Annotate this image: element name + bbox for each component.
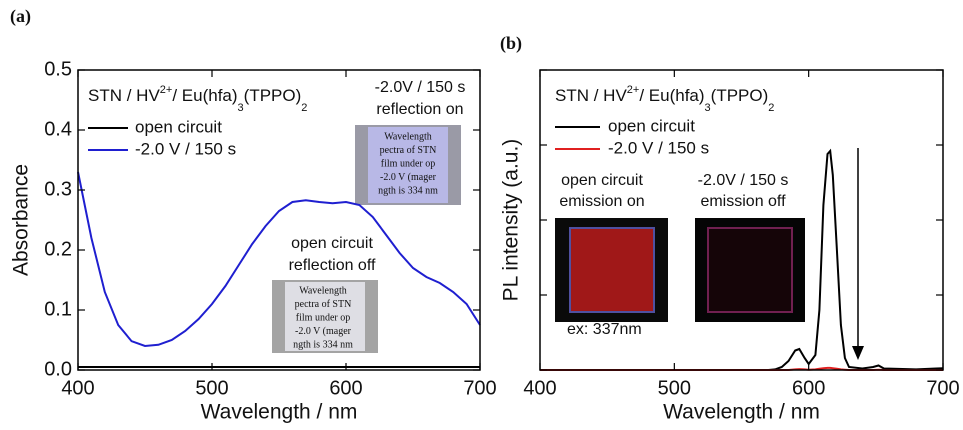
annotation: ex: 337nm	[567, 321, 642, 338]
legend-title-part: (TPPO)	[711, 86, 769, 105]
legend-title-part: 2+	[160, 84, 173, 96]
inset-text: -2.0 V (mager	[380, 172, 437, 183]
x-tick-label: 500	[195, 377, 228, 399]
legend-title-part: 2+	[627, 84, 640, 96]
inset-text: Wavelength	[299, 285, 347, 296]
annotation: emission off	[700, 193, 786, 210]
y-tick-label: 0.1	[44, 298, 72, 320]
legend-label: open circuit	[135, 117, 222, 136]
x-tick-label: 400	[61, 377, 94, 399]
legend-title-part: 2	[301, 102, 307, 114]
x-tick-label: 700	[463, 377, 496, 399]
panel-label: (b)	[500, 33, 522, 54]
x-tick-label: 500	[658, 377, 691, 399]
y-axis-label: Absorbance	[10, 164, 33, 276]
x-axis-label: Wavelength / nm	[201, 401, 358, 424]
annotation: open circuit	[291, 235, 373, 252]
panel-label: (a)	[10, 6, 31, 27]
inset-text: ngth is 334 nm	[293, 339, 353, 350]
x-tick-label: 700	[926, 377, 959, 399]
legend-title: STN / HV2+/ Eu(hfa)3(TPPO)2	[88, 84, 307, 114]
inset-text: -2.0 V (mager	[295, 326, 352, 337]
arrow-head	[852, 346, 864, 360]
x-tick-label: 600	[792, 377, 825, 399]
plot-frame	[77, 69, 481, 371]
inset-text: film under op	[381, 158, 435, 169]
y-axis-label: PL intensity (a.u.)	[500, 139, 523, 302]
y-tick-label: 0.3	[44, 178, 72, 200]
legend-title-part: STN / HV	[88, 86, 160, 105]
inset-text: pectra of STN	[295, 299, 352, 310]
inset-film	[368, 127, 448, 203]
y-tick-label: 0.4	[44, 118, 72, 140]
legend-label: open circuit	[608, 116, 695, 135]
x-tick-label: 600	[329, 377, 362, 399]
legend-label: -2.0 V / 150 s	[135, 139, 236, 158]
emission-square	[569, 227, 655, 313]
y-tick-label: 0.5	[44, 58, 72, 80]
annotation: -2.0V / 150 s	[698, 172, 789, 189]
annotation: open circuit	[561, 172, 643, 189]
legend-title-part: (TPPO)	[244, 86, 302, 105]
legend-title-part: / Eu(hfa)	[172, 86, 237, 105]
inset-text: Wavelength	[384, 131, 432, 142]
inset-text: ngth is 334 nm	[378, 185, 438, 196]
annotation: reflection on	[376, 101, 463, 118]
inset-film	[285, 282, 365, 351]
legend-title-part: / Eu(hfa)	[639, 86, 704, 105]
annotation: -2.0V / 150 s	[375, 79, 466, 96]
legend-title: STN / HV2+/ Eu(hfa)3(TPPO)2	[555, 84, 774, 114]
inset-text: pectra of STN	[380, 145, 437, 156]
legend-title-part: STN / HV	[555, 86, 627, 105]
annotation: emission on	[559, 193, 644, 210]
data-line	[77, 171, 481, 348]
legend-title-part: 2	[768, 102, 774, 114]
inset-text: film under op	[296, 312, 350, 323]
legend-title-part: 3	[705, 102, 711, 114]
y-tick-label: 0.0	[44, 358, 72, 380]
legend-label: -2.0 V / 150 s	[608, 138, 709, 157]
legend-title-part: 3	[238, 102, 244, 114]
emission-square	[707, 227, 793, 313]
x-axis-label: Wavelength / nm	[663, 401, 820, 424]
x-tick-label: 400	[523, 377, 556, 399]
y-tick-label: 0.2	[44, 238, 72, 260]
annotation: reflection off	[289, 257, 376, 274]
